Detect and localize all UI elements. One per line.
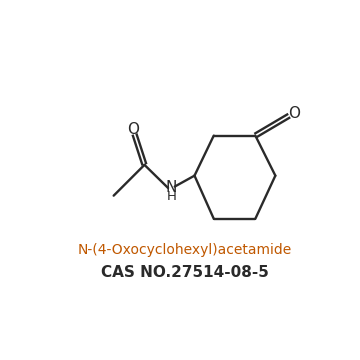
Text: O: O: [288, 107, 300, 121]
Text: CAS NO.27514-08-5: CAS NO.27514-08-5: [100, 265, 269, 280]
Text: N-(4-Oxocyclohexyl)acetamide: N-(4-Oxocyclohexyl)acetamide: [77, 243, 292, 257]
Text: H: H: [166, 190, 176, 203]
Text: O: O: [127, 122, 140, 136]
Text: N: N: [166, 180, 177, 195]
